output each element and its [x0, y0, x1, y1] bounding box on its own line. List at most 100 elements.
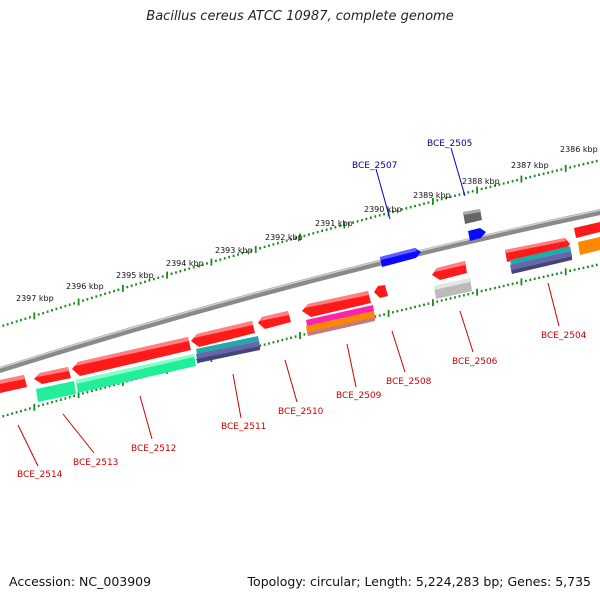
gene-arrow[interactable]	[505, 238, 570, 262]
major-tick	[210, 258, 213, 266]
minor-tick	[436, 199, 439, 202]
major-tick	[432, 197, 434, 205]
minor-tick	[20, 318, 22, 322]
minor-tick	[281, 338, 284, 342]
gene-label[interactable]: BCE_2508	[386, 377, 432, 387]
minor-tick	[42, 311, 44, 315]
gene-arrow[interactable]	[574, 222, 600, 238]
minor-tick	[507, 283, 509, 287]
minor-tick	[223, 257, 226, 260]
minor-tick	[330, 227, 332, 230]
minor-tick	[401, 308, 403, 312]
minor-tick	[24, 408, 27, 411]
gene-arrow[interactable]	[191, 321, 255, 347]
minor-tick	[578, 267, 580, 271]
minor-tick	[68, 303, 71, 306]
minor-tick	[378, 314, 381, 317]
minor-tick	[82, 392, 84, 395]
minor-tick	[480, 187, 483, 191]
gene-label[interactable]: BCE_2511	[221, 422, 266, 432]
minor-tick	[55, 399, 58, 403]
minor-tick	[82, 299, 84, 302]
major-tick	[520, 175, 523, 183]
gene-label[interactable]: BCE_2512	[131, 444, 176, 454]
footer-stats: Topology: circular; Length: 5,224,283 bp…	[248, 574, 591, 589]
gene-label[interactable]: BCE_2504	[541, 331, 587, 341]
gene-arrow[interactable]	[432, 261, 467, 280]
minor-tick	[175, 271, 177, 274]
minor-tick	[51, 401, 53, 404]
minor-tick	[356, 220, 359, 223]
minor-tick	[6, 323, 9, 326]
minor-tick	[60, 398, 62, 401]
minor-tick	[201, 263, 204, 266]
minor-tick	[277, 340, 279, 343]
gene-label[interactable]: BCE_2514	[17, 470, 63, 480]
minor-tick	[494, 184, 496, 187]
kbp-label: 2394 kbp	[166, 259, 204, 268]
gene-arrow[interactable]	[374, 285, 388, 298]
minor-tick	[86, 298, 89, 301]
gene-label[interactable]: BCE_2507	[352, 161, 397, 171]
major-tick	[476, 288, 478, 296]
minor-tick	[2, 415, 5, 418]
minor-tick	[494, 286, 496, 290]
minor-tick	[42, 403, 44, 406]
gene-arrow[interactable]	[72, 337, 191, 376]
minor-tick	[11, 412, 13, 415]
minor-tick	[551, 170, 554, 173]
minor-tick	[538, 276, 540, 279]
minor-tick	[232, 254, 235, 257]
minor-tick	[228, 255, 230, 259]
minor-tick	[237, 253, 239, 256]
gene-arrow[interactable]	[468, 228, 486, 241]
minor-tick	[502, 284, 505, 288]
minor-tick	[507, 181, 509, 184]
gene-arrow[interactable]	[0, 375, 27, 393]
minor-tick	[529, 278, 532, 281]
gene-arrow[interactable]	[34, 367, 71, 384]
gene-label[interactable]: BCE_2513	[73, 458, 118, 468]
feature-track	[578, 237, 600, 255]
footer-accession: Accession: NC_003909	[9, 574, 151, 589]
minor-tick	[339, 224, 341, 228]
minor-tick	[401, 208, 403, 211]
minor-tick	[560, 271, 563, 274]
minor-tick	[263, 343, 266, 346]
minor-tick	[294, 237, 297, 240]
minor-tick	[153, 277, 155, 281]
gene-label[interactable]: BCE_2505	[427, 139, 472, 149]
minor-tick	[104, 386, 106, 389]
minor-tick	[268, 244, 270, 247]
minor-tick	[516, 179, 518, 182]
gene-label[interactable]: BCE_2510	[278, 407, 324, 417]
minor-tick	[37, 313, 40, 316]
minor-tick	[64, 397, 67, 400]
minor-tick	[113, 289, 115, 293]
minor-tick	[188, 267, 191, 270]
minor-tick	[113, 383, 115, 387]
kbp-label: 2395 kbp	[116, 271, 154, 280]
minor-tick	[449, 195, 452, 199]
minor-tick	[511, 282, 514, 286]
gene-arrow[interactable]	[302, 291, 371, 317]
kbp-label: 2390 kbp	[364, 205, 402, 214]
major-tick	[77, 298, 80, 306]
minor-tick	[246, 250, 248, 254]
minor-tick	[91, 389, 93, 393]
minor-tick	[161, 275, 164, 278]
minor-tick	[263, 245, 266, 249]
gene-label[interactable]: BCE_2509	[336, 391, 382, 401]
minor-tick	[498, 285, 501, 289]
major-tick	[77, 391, 80, 399]
gene-label[interactable]: BCE_2506	[452, 357, 498, 367]
major-tick	[299, 233, 301, 241]
feature-track	[36, 381, 76, 402]
gene-arrow[interactable]	[258, 311, 291, 329]
gene-arrow[interactable]	[380, 248, 421, 267]
major-tick	[33, 403, 36, 411]
feature-track	[196, 336, 260, 363]
gene-arrow[interactable]	[463, 209, 482, 224]
minor-tick	[24, 317, 27, 320]
